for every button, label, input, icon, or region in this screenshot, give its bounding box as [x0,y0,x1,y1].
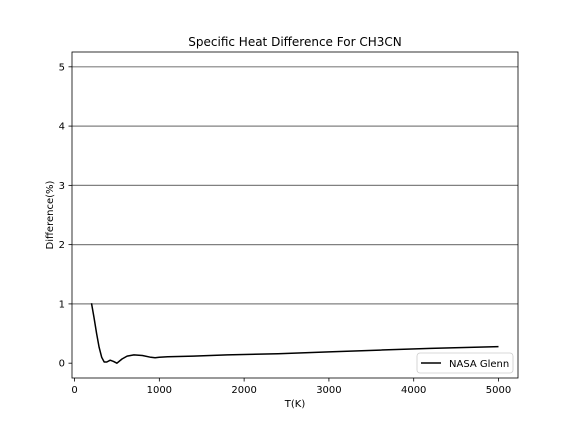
series-lines [90,303,499,364]
series-line-nasa-glenn [90,303,499,364]
y-tick-label-4: 4 [59,122,65,133]
x-axis-label: T(K) [284,399,306,410]
y-tick-label-1: 1 [59,299,65,310]
x-tick-label-2000: 2000 [231,385,256,396]
x-tick-label-0: 0 [71,385,77,396]
y-tick-label-2: 2 [59,240,65,251]
chart-title: Specific Heat Difference For CH3CN [188,35,401,49]
legend-label-nasa-glenn: NASA Glenn [449,359,509,370]
grid-lines [72,66,518,305]
x-tick-label-4000: 4000 [401,385,426,396]
y-tick-label-0: 0 [59,359,65,370]
x-tick-label-5000: 5000 [486,385,511,396]
legend: NASA Glenn [416,352,514,374]
y-axis-ticks: 0 1 2 3 4 5 [59,62,72,370]
y-tick-label-3: 3 [59,181,65,192]
x-tick-label-3000: 3000 [316,385,341,396]
x-tick-label-1000: 1000 [147,385,172,396]
y-tick-label-5: 5 [59,62,65,73]
plot-frame [71,51,519,379]
x-axis-ticks: 0 1000 2000 3000 4000 5000 [71,378,511,396]
legend-box [416,352,514,374]
y-axis-label: Difference(%) [45,180,56,249]
